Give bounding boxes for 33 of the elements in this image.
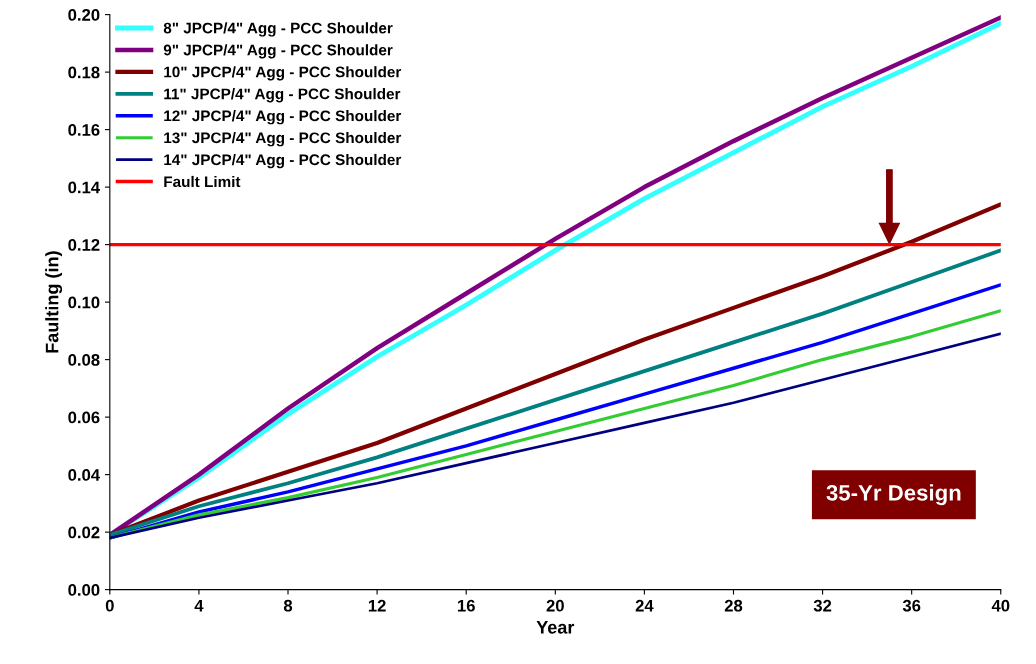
- x-tick-label: 20: [546, 599, 564, 612]
- legend-label: 9" JPCP/4" Agg - PCC Shoulder: [163, 44, 393, 59]
- x-tick-label: 8: [283, 599, 293, 612]
- y-tick-label: 0.14: [68, 181, 101, 194]
- y-tick-label: 0.18: [68, 66, 100, 79]
- annotation: 35-Yr Design: [826, 484, 961, 506]
- y-axis-title: Faulting (in): [45, 251, 63, 353]
- y-tick-label: 0.20: [68, 9, 100, 21]
- x-tick-label: 32: [813, 599, 832, 612]
- y-tick-label: 0.00: [68, 584, 100, 596]
- x-tick-label: 0: [105, 599, 114, 612]
- legend-label: 8" JPCP/4" Agg - PCC Shoulder: [163, 22, 393, 37]
- y-tick-label: 0.10: [68, 296, 100, 309]
- x-axis-title: Year: [536, 621, 575, 634]
- legend-label: Fault Limit: [164, 175, 241, 188]
- x-tick-label: 4: [194, 599, 204, 612]
- y-tick-label: 0.06: [68, 411, 100, 424]
- legend-label: 14" JPCP/4" Agg - PCC Shoulder: [164, 153, 402, 169]
- x-tick-label: 40: [991, 599, 1010, 612]
- x-tick-label: 16: [457, 599, 475, 612]
- y-tick-label: 0.02: [68, 526, 100, 539]
- x-tick-label: 12: [368, 599, 386, 612]
- legend-label: 10" JPCP/4" Agg - PCC Shoulder: [164, 66, 402, 81]
- legend-label: 11" JPCP/4" Agg - PCC Shoulder: [164, 88, 401, 103]
- y-tick-label: 0.08: [68, 354, 100, 366]
- legend-label: 13" JPCP/4" Agg - PCC Shoulder: [164, 131, 402, 147]
- y-tick-label: 0.16: [68, 124, 100, 136]
- y-tick-label: 0.04: [68, 469, 101, 481]
- y-tick-label: 0.12: [68, 239, 100, 251]
- x-tick-label: 28: [724, 599, 743, 612]
- x-tick-label: 24: [635, 599, 654, 612]
- x-tick-label: 36: [902, 599, 921, 612]
- legend-label: 12" JPCP/4" Agg - PCC Shoulder: [164, 110, 402, 125]
